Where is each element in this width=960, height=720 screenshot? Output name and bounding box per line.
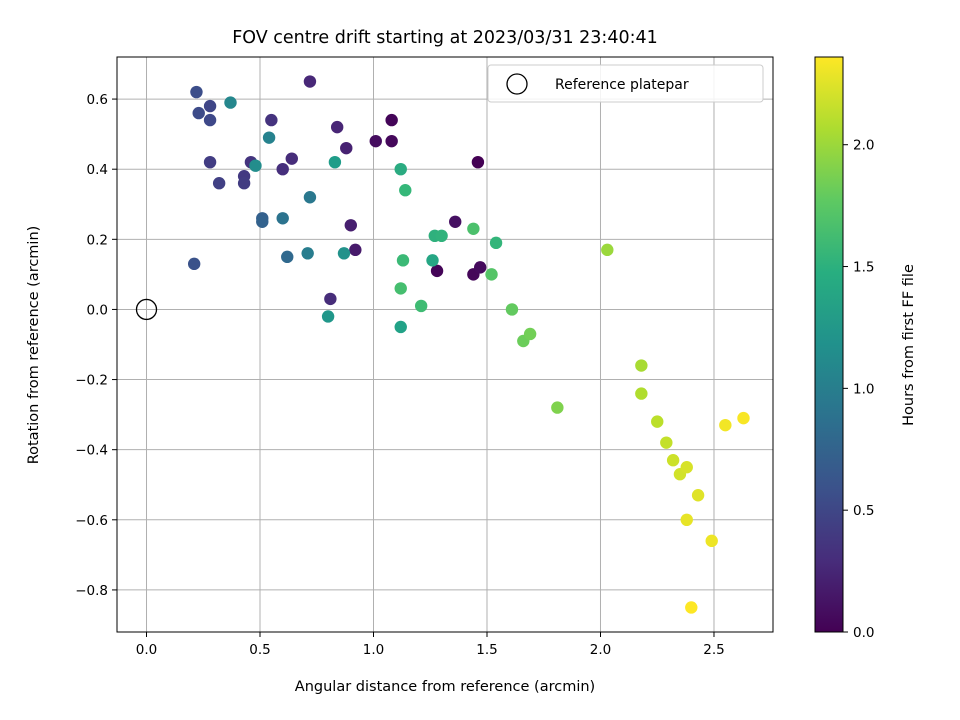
y-tick-label: −0.4 xyxy=(75,443,108,459)
legend-box xyxy=(487,64,764,103)
legend: Reference platepar xyxy=(487,64,764,103)
data-point xyxy=(705,534,718,548)
data-point xyxy=(203,155,217,169)
data-point xyxy=(489,236,503,250)
data-point xyxy=(340,141,353,155)
colorbar-ticks: 0.0 0.5 1.0 1.5 2.0 xyxy=(843,138,874,641)
chart-title: FOV centre drift starting at 2023/03/31 … xyxy=(232,28,658,48)
data-point xyxy=(394,320,407,334)
reference-platepar-marker xyxy=(135,298,158,321)
data-point xyxy=(635,359,648,372)
data-point xyxy=(303,75,317,88)
data-point xyxy=(276,212,289,225)
data-point xyxy=(349,243,362,257)
data-point xyxy=(737,411,750,425)
x-axis-ticks: 0.0 0.5 1.0 1.5 2.0 2.5 xyxy=(136,632,725,658)
data-point xyxy=(651,415,664,428)
colorbar-tick-label: 0.5 xyxy=(853,503,874,519)
data-point xyxy=(635,387,648,400)
data-point xyxy=(666,454,680,467)
data-point xyxy=(281,250,294,264)
data-point xyxy=(224,96,237,109)
y-axis-label: Rotation from reference (arcmin) xyxy=(26,226,42,465)
data-point xyxy=(399,184,412,197)
data-point xyxy=(660,436,673,449)
data-point xyxy=(385,113,398,127)
data-point xyxy=(385,134,398,148)
data-point xyxy=(449,215,462,228)
data-point xyxy=(467,222,480,235)
data-point xyxy=(265,113,278,127)
data-point xyxy=(301,247,314,260)
data-point xyxy=(435,229,448,243)
data-point xyxy=(551,401,564,414)
data-point xyxy=(190,85,203,99)
y-tick-label: 0.6 xyxy=(87,92,108,108)
data-point xyxy=(249,159,262,172)
x-tick-label: 2.5 xyxy=(703,642,724,658)
data-point xyxy=(601,243,614,257)
data-point xyxy=(285,152,298,165)
colorbar-gradient xyxy=(814,56,844,633)
data-point xyxy=(344,219,357,232)
data-point xyxy=(369,134,382,148)
data-point xyxy=(203,113,217,127)
data-point xyxy=(719,418,732,432)
plot-frame xyxy=(116,56,774,633)
data-point xyxy=(394,282,407,295)
data-point xyxy=(303,191,317,204)
data-point xyxy=(685,601,698,614)
colorbar-tick-label: 1.5 xyxy=(853,260,874,276)
data-point xyxy=(212,177,226,190)
colorbar-tick-label: 1.0 xyxy=(853,381,874,397)
x-tick-label: 1.0 xyxy=(363,642,384,658)
data-point xyxy=(485,268,498,281)
data-point xyxy=(337,247,351,260)
y-tick-label: 0.2 xyxy=(87,232,108,248)
colorbar-tick-label: 0.0 xyxy=(853,625,874,641)
data-point xyxy=(237,177,251,190)
y-tick-label: 0.4 xyxy=(87,162,108,178)
data-point xyxy=(414,299,428,313)
data-point xyxy=(330,120,344,134)
x-tick-label: 1.5 xyxy=(476,642,497,658)
colorbar: 0.0 0.5 1.0 1.5 2.0 Hours from first FF file xyxy=(814,56,917,641)
colorbar-label: Hours from first FF file xyxy=(901,264,917,426)
data-point xyxy=(256,215,269,228)
data-point xyxy=(324,292,337,306)
data-point xyxy=(473,261,487,274)
data-point xyxy=(691,489,705,502)
x-tick-label: 0.0 xyxy=(136,642,157,658)
data-point xyxy=(471,155,485,169)
data-point xyxy=(426,254,439,267)
y-tick-label: −0.6 xyxy=(75,513,108,529)
y-tick-label: −0.8 xyxy=(75,583,108,599)
colorbar-tick-label: 2.0 xyxy=(853,138,874,154)
y-tick-label: −0.2 xyxy=(75,373,108,389)
legend-reference-marker xyxy=(506,73,528,95)
data-point xyxy=(321,310,335,323)
data-point xyxy=(262,131,276,144)
grid-lines xyxy=(117,57,773,632)
data-point xyxy=(187,257,201,271)
data-point xyxy=(203,99,217,113)
data-point xyxy=(523,327,537,341)
scatter-points xyxy=(135,75,750,614)
y-tick-label: 0.0 xyxy=(87,302,108,318)
data-point xyxy=(505,303,519,316)
x-axis-label: Angular distance from reference (arcmin) xyxy=(295,679,595,695)
x-tick-label: 0.5 xyxy=(249,642,270,658)
data-point xyxy=(430,264,444,278)
data-point xyxy=(394,162,407,176)
x-tick-label: 2.0 xyxy=(590,642,611,658)
data-point xyxy=(396,254,410,267)
data-point xyxy=(680,513,693,527)
data-point xyxy=(276,162,289,176)
data-point xyxy=(192,106,205,120)
data-point xyxy=(328,155,342,169)
legend-label: Reference platepar xyxy=(555,77,689,93)
y-axis-ticks: 0.6 0.4 0.2 0.0 −0.2 −0.4 −0.6 −0.8 xyxy=(75,92,117,599)
data-point xyxy=(680,461,693,474)
